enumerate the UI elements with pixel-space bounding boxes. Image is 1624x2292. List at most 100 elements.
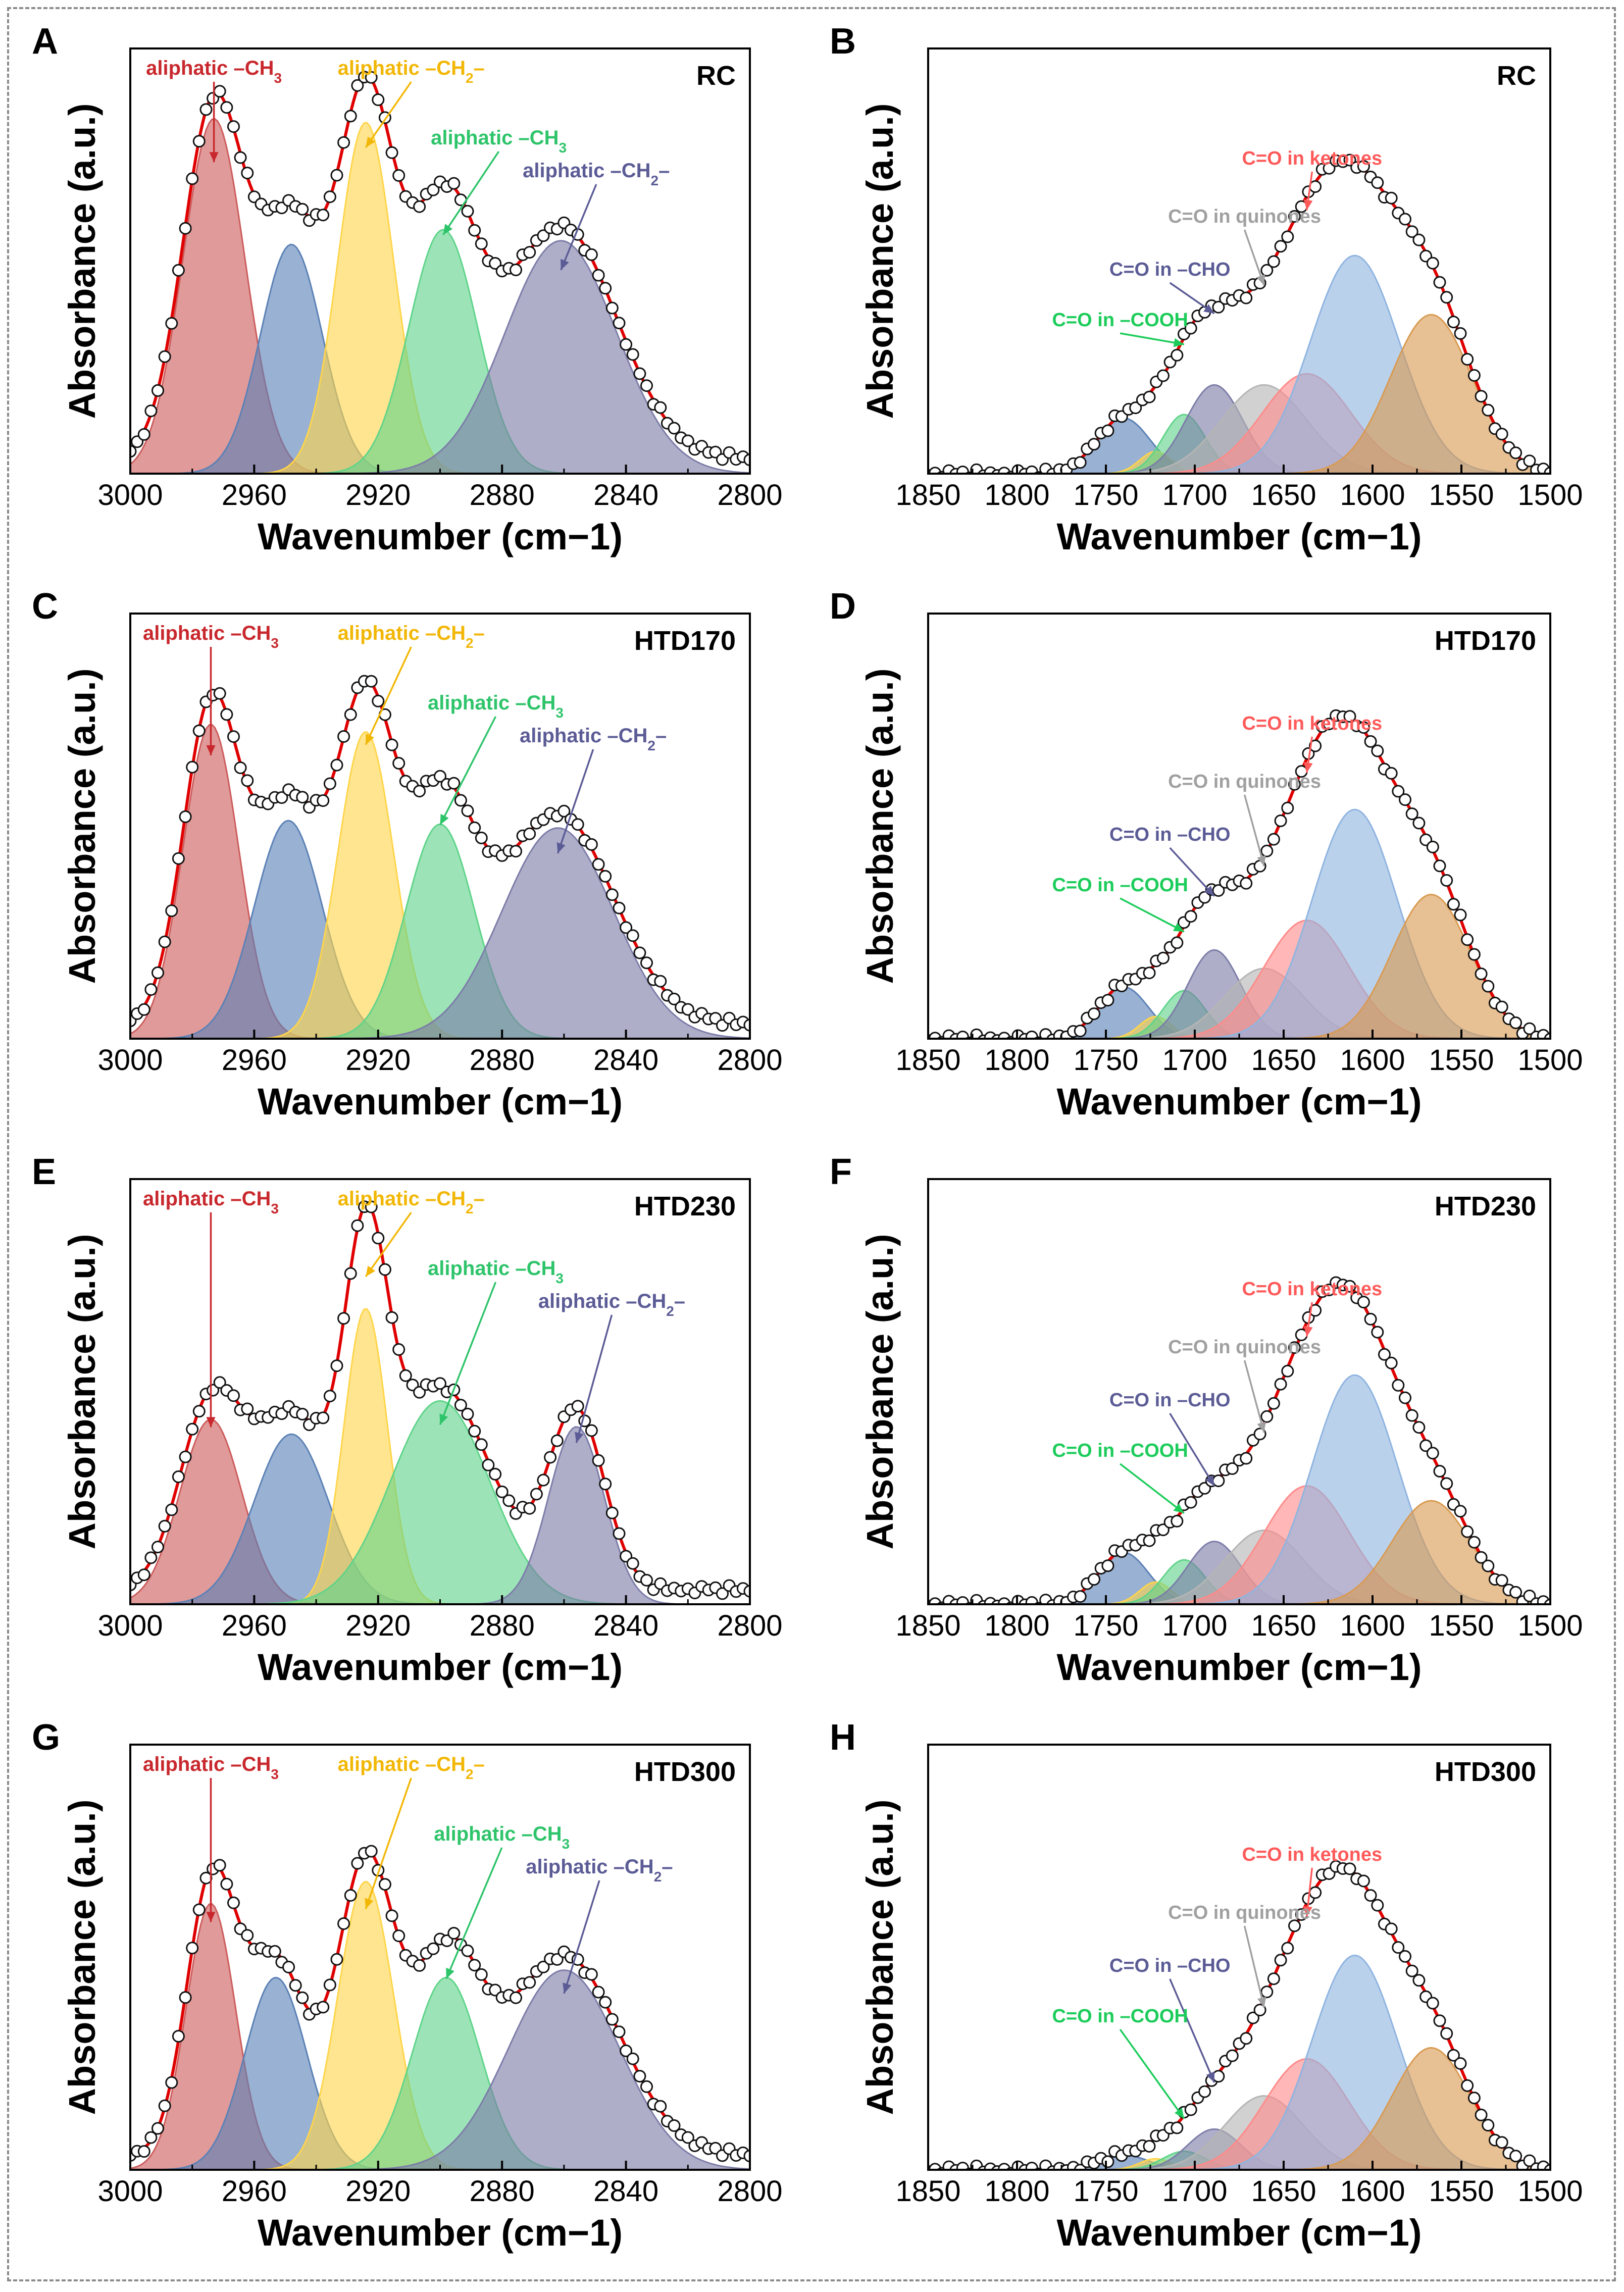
panel-b-peak-8 xyxy=(928,314,1550,474)
panel-d-sample-label: HTD170 xyxy=(1435,626,1536,656)
panel-e-data-point xyxy=(158,1519,171,1533)
panel-b-annotation-arrow xyxy=(1120,332,1185,345)
panel-c-data-point xyxy=(323,777,336,790)
panel-a-data-point xyxy=(179,222,192,235)
panel-f-annotation-label: C=O in –CHO xyxy=(1109,1390,1231,1411)
panel-g-data-point xyxy=(668,2119,681,2132)
panel-g-data-point xyxy=(599,1996,612,2009)
panel-g-data-point xyxy=(585,1968,598,1981)
panel-a-sample-label: RC xyxy=(696,61,736,91)
panel-b-data-point xyxy=(1288,210,1301,223)
panel-g-x-tick-label: 2920 xyxy=(345,2175,411,2208)
panel-a-data-point xyxy=(372,93,385,106)
panel-f-data-point xyxy=(1309,1304,1322,1317)
panel-e-annotation-arrow xyxy=(365,1211,412,1278)
annotation-text: aliphatic –CH xyxy=(338,1188,466,1210)
panel-f-data-point xyxy=(1412,1421,1426,1434)
panel-a-data-point xyxy=(365,71,378,84)
panel-e-x-tick-label: 2840 xyxy=(593,1609,658,1642)
panel-a-data-point xyxy=(337,136,350,149)
panel-a-data-point xyxy=(427,183,440,196)
panel-f-data-point xyxy=(1343,1280,1356,1293)
panel-f-annotation-arrow xyxy=(1169,1413,1215,1487)
panel-a-data-point xyxy=(447,177,461,190)
annotation-subscript: 3 xyxy=(271,635,279,651)
panel-a-data-point xyxy=(413,200,426,213)
panel-f-data-point xyxy=(1101,1559,1114,1572)
annotation-subscript: 3 xyxy=(562,1836,570,1852)
panel-f-data-point xyxy=(1156,1523,1170,1537)
panel-h-annotation-arrow xyxy=(1119,2028,1185,2119)
panel-b-data-point xyxy=(1357,160,1370,173)
panel-b-annotation-arrowhead xyxy=(1173,338,1184,347)
panel-c-data-point xyxy=(186,760,199,774)
panel-c-data-point xyxy=(654,975,667,988)
panel-b-data-point xyxy=(1467,369,1481,382)
panel-e-data-point xyxy=(571,1400,584,1413)
panel-b-annotation-label: C=O in –COOH xyxy=(1052,310,1188,331)
panel-e-data-point xyxy=(640,1573,653,1587)
panel-h-annotation-arrowhead xyxy=(1303,1906,1312,1917)
panel-c-data-point xyxy=(192,724,206,737)
panel-c-x-tick-label: 2960 xyxy=(222,1044,287,1077)
panel-e-data-point xyxy=(296,1408,309,1420)
panel-e-data-point xyxy=(337,1312,350,1325)
panel-f: 1850 1800 1750 1700 1650 1600 1550 1500 Wavenumb… xyxy=(830,1152,1583,1688)
panel-g-data-point xyxy=(461,1944,474,1957)
panel-c-y-axis-label: Absorbance (a.u.) xyxy=(61,669,103,984)
annotation-text: C=O in –COOH xyxy=(1052,310,1188,331)
panel-c-data-point xyxy=(585,838,598,851)
panel-h-data-point xyxy=(1343,1862,1356,1875)
panel-f-data-point xyxy=(1433,1465,1446,1478)
panel-f-x-tick-label: 1500 xyxy=(1517,1609,1583,1642)
panel-d-annotation-arrow xyxy=(1120,897,1185,933)
annotation-text: C=O in ketones xyxy=(1242,1279,1382,1300)
panel-g-data-point xyxy=(447,1927,461,1940)
panel-d-annotation-arrowhead xyxy=(1173,923,1184,932)
panel-c-data-point xyxy=(592,858,605,871)
panel-c-data-point xyxy=(557,804,571,818)
panel-c-sample-label: HTD170 xyxy=(634,626,736,656)
panel-h-data-point xyxy=(1240,2032,1253,2045)
panel-d-panel-letter: D xyxy=(830,586,856,627)
panel-d-data-point xyxy=(1392,785,1405,798)
annotation-text: aliphatic –CH xyxy=(338,57,466,79)
panel-b-panel-letter: B xyxy=(830,21,856,62)
panel-b-annotation-label: C=O in –CHO xyxy=(1109,259,1231,280)
panel-e-data-point xyxy=(461,1407,474,1420)
panel-h-x-tick-label: 1600 xyxy=(1340,2175,1405,2208)
panel-a-data-point xyxy=(151,384,164,397)
panel-b-x-axis-label: Wavenumber (cm−1) xyxy=(1056,516,1422,557)
annotation-subscript: 2 xyxy=(647,738,655,753)
panel-g-annotation-label: aliphatic –CH2– xyxy=(338,1753,485,1782)
panel-e-data-point xyxy=(192,1405,206,1418)
panel-g-annotation-arrow xyxy=(445,1847,503,1979)
panel-c-data-point xyxy=(613,901,626,914)
panel-h-peak-5 xyxy=(928,2095,1550,2170)
panel-h-annotation-label: C=O in ketones xyxy=(1242,1844,1382,1865)
panel-c-annotation-arrow xyxy=(365,646,412,745)
panel-c-data-point xyxy=(296,791,309,804)
panel-c-data-point xyxy=(344,708,357,721)
panel-e-data-point xyxy=(179,1450,192,1463)
panel-h-x-tick-label: 1800 xyxy=(984,2175,1049,2208)
panel-e-data-point xyxy=(495,1485,509,1498)
annotation-text: aliphatic –CH xyxy=(523,160,650,182)
panel-c-data-point xyxy=(447,777,461,790)
panel-e-data-point xyxy=(317,1411,330,1424)
panel-g-panel-letter: G xyxy=(32,1717,60,1758)
panel-h-data-point xyxy=(1495,2136,1508,2149)
panel-e-y-axis-label: Absorbance (a.u.) xyxy=(61,1234,103,1550)
annotation-subscript: 3 xyxy=(559,140,567,156)
annotation-text: C=O in ketones xyxy=(1242,713,1382,734)
panel-e-data-point xyxy=(599,1478,612,1491)
panel-h-data-point xyxy=(1467,2092,1481,2105)
panel-a: 3000 2960 2920 2880 2840 2800 Wavenumber (cm−1… xyxy=(32,21,783,557)
panel-g-data-point xyxy=(510,1991,522,2004)
annotation-subscript: 3 xyxy=(271,1201,279,1216)
panel-h-annotation-arrowhead xyxy=(1174,2108,1184,2119)
annotation-tail: – xyxy=(474,622,485,644)
panel-h-data-point xyxy=(1246,2011,1259,2024)
panel-e-data-point xyxy=(399,1369,412,1382)
panel-a-data-point xyxy=(130,445,137,458)
